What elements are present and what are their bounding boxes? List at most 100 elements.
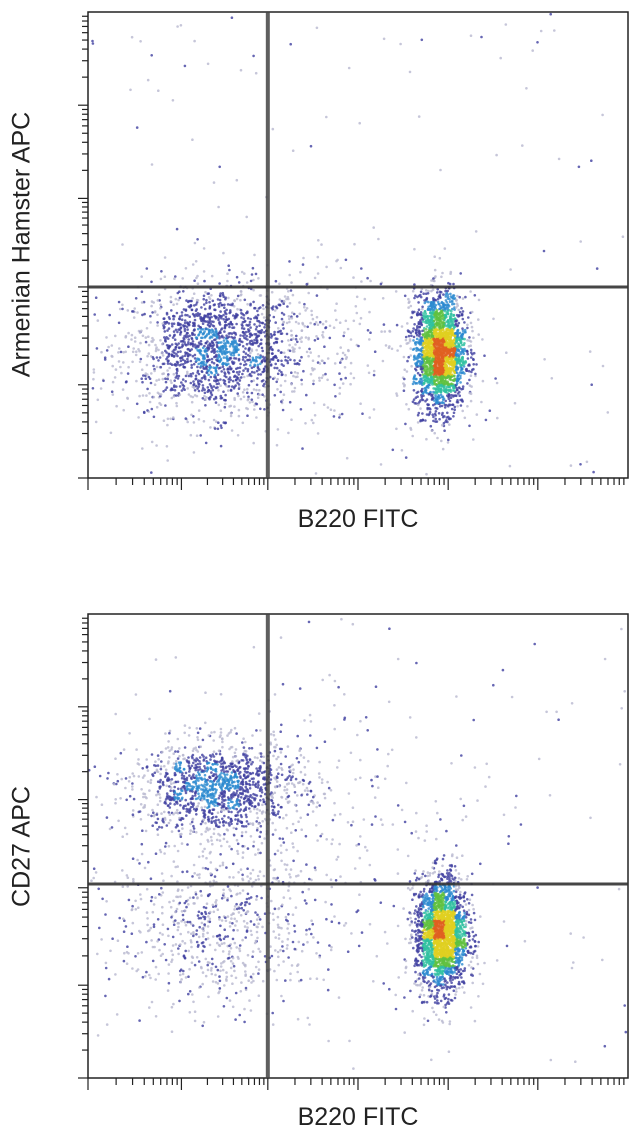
event-dot [308, 347, 311, 351]
event-dot [178, 755, 181, 758]
event-dot [203, 367, 206, 370]
event-dot [237, 414, 241, 418]
event-dot [164, 775, 167, 779]
event-dot [151, 336, 154, 340]
event-dot [226, 357, 230, 361]
event-dot [136, 762, 140, 765]
event-dot [200, 794, 204, 798]
event-dot [233, 299, 237, 303]
event-dot [450, 299, 454, 303]
event-dot [387, 346, 391, 350]
event-dot [162, 372, 165, 375]
event-dot [444, 324, 448, 328]
event-dot [451, 307, 454, 311]
event-dot [126, 309, 130, 312]
event-dot [492, 317, 495, 321]
event-dot [181, 378, 185, 381]
event-dot [420, 353, 424, 357]
event-dot [185, 810, 189, 813]
event-dot [241, 331, 245, 334]
event-dot [187, 353, 190, 356]
event-dot [168, 731, 171, 735]
event-dot [176, 321, 180, 325]
event-dot [117, 351, 120, 354]
event-dot [413, 374, 417, 377]
event-dot [247, 395, 250, 399]
event-dot [255, 317, 259, 320]
event-dot [550, 377, 554, 380]
event-dot [405, 342, 409, 345]
event-dot [426, 318, 430, 321]
event-dot [424, 370, 428, 373]
event-dot [183, 731, 186, 735]
event-dot [438, 312, 441, 316]
event-dot [292, 312, 296, 316]
event-dot [438, 381, 441, 385]
event-dot [254, 797, 257, 800]
event-dot [341, 351, 345, 355]
event-dot [277, 303, 281, 307]
event-dot [432, 332, 436, 336]
event-dot [299, 753, 303, 757]
event-dot [477, 298, 481, 302]
event-dot [222, 318, 225, 321]
event-dot [121, 388, 125, 391]
event-dot [228, 350, 231, 354]
event-dot [279, 751, 283, 754]
event-dot [152, 415, 156, 419]
event-dot [177, 392, 181, 395]
event-dot [224, 343, 227, 347]
event-dot [120, 371, 123, 375]
event-dot [250, 339, 254, 343]
event-dot [173, 785, 176, 789]
event-dot [211, 347, 214, 350]
event-dot [425, 367, 429, 371]
event-dot [210, 371, 213, 375]
event-dot [227, 371, 231, 375]
event-dot [173, 388, 177, 392]
event-dot [372, 373, 376, 377]
event-dot [415, 349, 418, 352]
event-dot [443, 346, 447, 350]
event-dot [443, 403, 447, 407]
event-dot [204, 363, 208, 367]
event-dot [404, 335, 408, 339]
event-dot [194, 763, 198, 767]
event-dot [407, 297, 410, 301]
event-dot [433, 350, 436, 354]
event-dot [455, 306, 458, 309]
event-dot [278, 298, 282, 301]
event-dot [190, 366, 193, 369]
event-dot [253, 756, 257, 759]
event-dot [199, 379, 202, 383]
event-dot [297, 363, 301, 366]
event-dot [446, 380, 450, 384]
event-dot [121, 307, 124, 311]
event-dot [425, 328, 428, 331]
event-dot [172, 372, 176, 376]
event-dot [192, 451, 196, 454]
event-dot [135, 748, 138, 751]
event-dot [196, 238, 199, 241]
event-dot [415, 329, 418, 332]
event-dot [434, 414, 437, 417]
event-dot [211, 388, 215, 392]
event-dot [448, 355, 451, 358]
event-dot [379, 282, 383, 286]
event-dot [184, 417, 188, 420]
event-dot [232, 351, 235, 355]
event-dot [157, 348, 160, 352]
event-dot [430, 367, 433, 371]
event-dot [279, 351, 283, 354]
event-dot [240, 326, 244, 330]
event-dot [222, 336, 225, 339]
event-dot [413, 296, 416, 300]
event-dot [453, 408, 457, 412]
event-dot [219, 294, 222, 298]
event-dot [379, 463, 383, 466]
event-dot [437, 302, 440, 306]
event-dot [288, 349, 292, 353]
event-dot [416, 326, 419, 330]
event-dot [187, 338, 190, 341]
event-dot [466, 323, 469, 327]
